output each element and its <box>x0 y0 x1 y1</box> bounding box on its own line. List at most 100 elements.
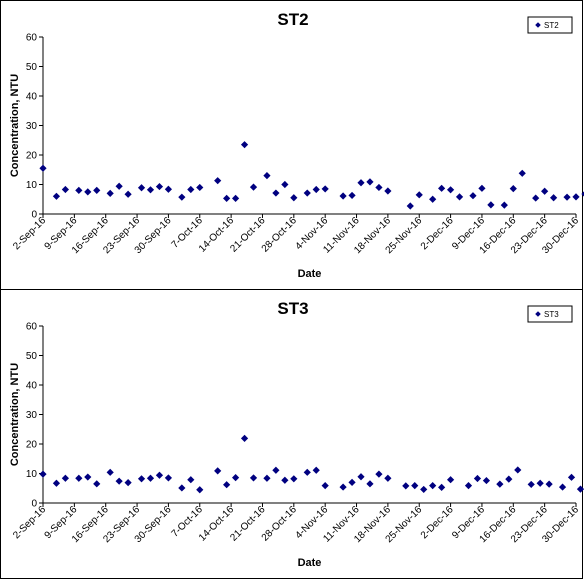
data-point <box>223 194 231 202</box>
x-tick-label: 2-Dec-16 <box>419 504 456 541</box>
data-point <box>348 478 356 486</box>
data-point <box>281 180 289 189</box>
data-point <box>231 194 240 202</box>
scatter-chart-st2: ST2 Concentration, NTU Date 0 10 20 30 40 50 60 2-… <box>9 10 584 280</box>
data-point <box>231 474 240 482</box>
data-point <box>240 434 249 442</box>
data-point <box>550 194 558 202</box>
data-point <box>178 484 186 492</box>
x-axis-label: Date <box>298 268 322 280</box>
data-point <box>39 470 47 478</box>
data-point <box>146 186 155 194</box>
y-axis-label: Concentration, NTU <box>9 363 21 466</box>
data-point <box>84 188 92 196</box>
legend-marker <box>535 22 541 28</box>
legend-box <box>527 305 573 323</box>
y-tick-label: 30 <box>26 410 38 421</box>
legend-label: ST2 <box>544 21 559 30</box>
data-point <box>263 474 271 482</box>
data-point <box>196 183 204 192</box>
data-point <box>321 185 329 193</box>
legend: ST2 <box>527 16 573 34</box>
data-point <box>93 480 101 488</box>
data-point <box>115 477 123 485</box>
data-point <box>249 474 258 482</box>
legend-marker <box>535 311 541 317</box>
data-point <box>527 480 535 489</box>
x-tick-label: 2-Sep-16 <box>11 215 48 252</box>
data-point <box>541 187 549 195</box>
y-tick-label: 40 <box>26 381 38 392</box>
data-point <box>402 482 410 490</box>
data-point <box>429 195 437 203</box>
data-point <box>406 202 414 210</box>
data-point <box>348 191 356 200</box>
y-axis-label: Concentration, NTU <box>9 74 21 177</box>
data-point <box>93 186 101 194</box>
data-point <box>482 476 491 485</box>
data-point <box>137 184 146 192</box>
data-point <box>572 193 580 201</box>
chart-title: ST3 <box>277 299 308 318</box>
data-point <box>384 474 392 482</box>
data-point <box>281 476 289 484</box>
data-point <box>464 481 473 490</box>
data-point <box>438 483 446 491</box>
data-point <box>420 485 428 494</box>
data-point <box>375 183 383 192</box>
data-point <box>455 193 464 201</box>
data-point <box>536 479 544 487</box>
scatter-chart-st3: ST3 Concentration, NTU Date 0 10 20 30 40 50 60 2-… <box>9 299 584 569</box>
y-tick-label: 50 <box>26 351 38 362</box>
legend-box <box>527 16 573 34</box>
data-point <box>357 473 365 481</box>
data-point <box>187 185 195 194</box>
data-point <box>496 480 504 488</box>
data-point <box>106 468 114 476</box>
data-point <box>411 481 419 490</box>
data-point <box>478 184 486 192</box>
y-tick-label: 10 <box>26 180 38 191</box>
data-point <box>384 187 392 195</box>
data-point <box>146 474 155 482</box>
data-point <box>164 185 173 193</box>
data-point <box>214 177 222 185</box>
data-point <box>532 194 540 202</box>
data-point <box>339 192 347 200</box>
data-point <box>563 193 571 201</box>
data-point <box>75 186 83 194</box>
data-point <box>312 466 320 474</box>
data-point <box>223 481 231 489</box>
data-point <box>155 471 164 479</box>
data-point <box>39 164 47 172</box>
y-tick-label: 10 <box>26 469 38 480</box>
y-tick-label: 0 <box>31 499 37 510</box>
data-point <box>214 467 222 475</box>
data-point <box>366 480 374 488</box>
data-point <box>366 178 374 186</box>
legend-label: ST3 <box>544 310 559 319</box>
y-tick-label: 50 <box>26 62 38 73</box>
y-tick-label: 40 <box>26 92 38 103</box>
x-tick-label: 28-Oct-16 <box>260 504 300 544</box>
data-point <box>115 182 123 190</box>
data-point <box>581 191 584 197</box>
data-point <box>178 193 186 201</box>
y-tick-label: 20 <box>26 440 38 451</box>
data-point <box>303 189 311 197</box>
data-point <box>52 192 61 200</box>
data-point <box>106 189 114 197</box>
x-tick-label: 2-Sep-16 <box>11 504 48 541</box>
data-point <box>357 179 365 187</box>
data-point <box>339 483 347 491</box>
data-point <box>473 474 482 483</box>
data-point <box>164 474 173 482</box>
data-point <box>567 473 576 481</box>
y-tick-label: 30 <box>26 121 38 132</box>
data-point <box>196 486 204 494</box>
data-point <box>272 189 280 197</box>
data-point <box>518 169 526 177</box>
data-point <box>500 201 508 209</box>
data-point <box>321 481 329 490</box>
data-point <box>487 201 495 209</box>
